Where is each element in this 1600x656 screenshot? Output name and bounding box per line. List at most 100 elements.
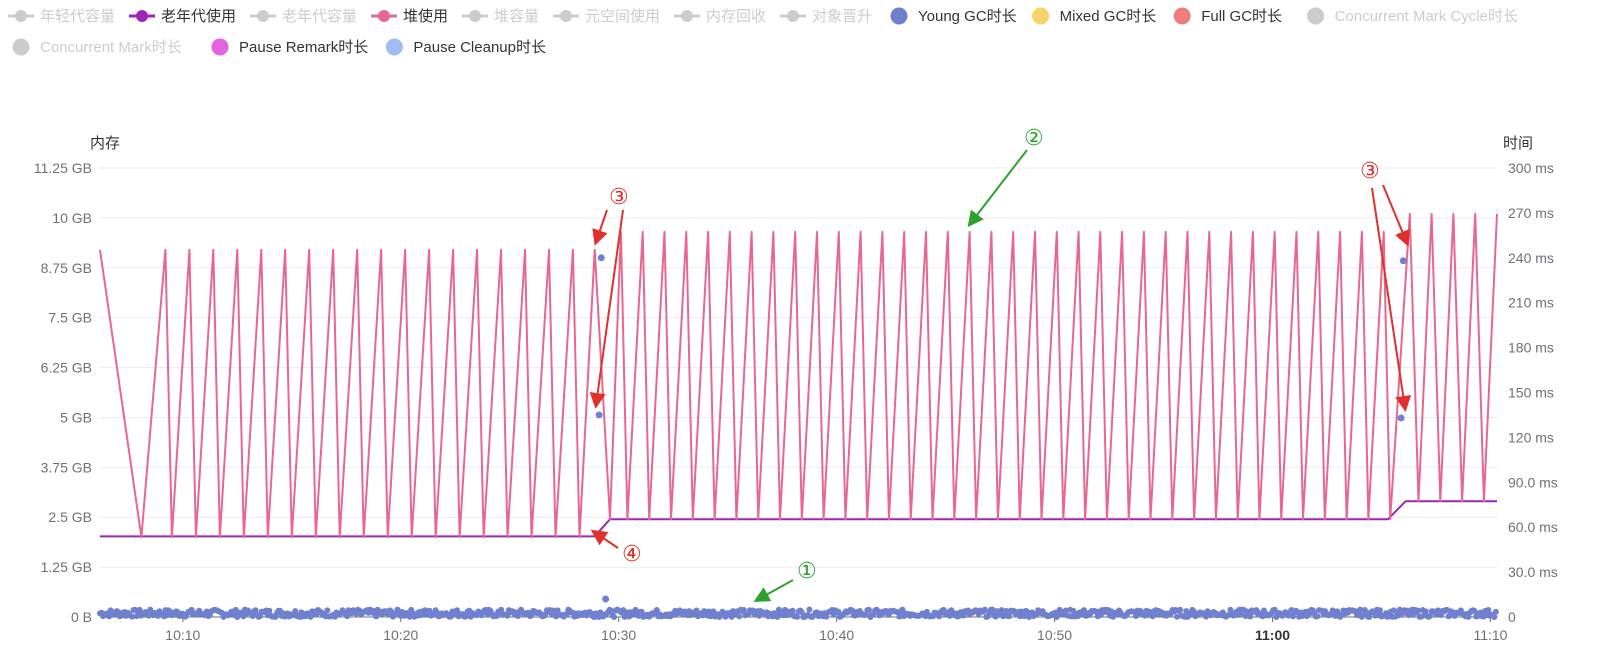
young-gc-point xyxy=(266,607,273,614)
legend-label: Mixed GC时长 xyxy=(1060,8,1157,25)
young-gc-point xyxy=(1006,613,1013,620)
young-gc-point xyxy=(862,611,869,618)
young-gc-point xyxy=(1485,606,1492,613)
legend-item[interactable]: Mixed GC时长 xyxy=(1032,7,1157,26)
x-tick-label: 10:20 xyxy=(383,627,418,643)
young-gc-point xyxy=(1491,613,1498,620)
legend-item[interactable]: Concurrent Mark Cycle时长 xyxy=(1307,7,1518,26)
legend-marker-icon xyxy=(681,10,693,22)
young-gc-point xyxy=(1062,607,1069,614)
y-right-tick-label: 150 ms xyxy=(1508,385,1554,401)
legend-label: Pause Remark时长 xyxy=(239,39,368,56)
y-right-tick-label: 30.0 ms xyxy=(1508,564,1558,580)
y-left-tick-label: 5 GB xyxy=(60,409,92,425)
young-gc-point xyxy=(1081,607,1088,614)
x-tick-label: 10:40 xyxy=(819,627,854,643)
x-tick-label: 11:10 xyxy=(1473,627,1507,643)
y-left-tick-label: 0 B xyxy=(71,609,92,625)
legend-item[interactable]: Concurrent Mark时长 xyxy=(12,38,182,57)
legend-label: 元空间使用 xyxy=(585,8,660,25)
legend-item[interactable]: 内存回收 xyxy=(674,8,766,25)
legend-dot-icon xyxy=(1307,7,1325,25)
annotation-3b: ③ xyxy=(1360,158,1380,183)
young-gc-point xyxy=(608,607,615,614)
y-right-axis-title: 时间 xyxy=(1503,135,1533,152)
legend-item[interactable]: 对象晋升 xyxy=(780,8,872,25)
y-right-tick-label: 0 xyxy=(1508,609,1516,625)
legend-label: 老年代使用 xyxy=(161,8,236,25)
legend-item[interactable]: 老年代容量 xyxy=(250,8,357,25)
young-gc-point xyxy=(1247,613,1254,620)
annotation-arrow xyxy=(590,529,619,549)
annotation-arrow xyxy=(1382,184,1410,247)
y-left-tick-label: 1.25 GB xyxy=(41,559,92,575)
y-right-tick-label: 240 ms xyxy=(1508,250,1554,266)
legend-item[interactable]: 堆容量 xyxy=(462,8,539,25)
x-tick-label: 10:30 xyxy=(601,627,636,643)
legend-label: Concurrent Mark Cycle时长 xyxy=(1335,8,1518,25)
young-gc-point xyxy=(611,613,618,620)
y-right-tick-label: 60.0 ms xyxy=(1508,519,1558,535)
legend-item[interactable]: Pause Cleanup时长 xyxy=(385,38,546,57)
young-gc-point xyxy=(1376,607,1383,614)
young-gc-baseline-points xyxy=(97,606,1499,620)
young-gc-point xyxy=(1174,613,1181,620)
legend-marker-icon xyxy=(378,10,390,22)
young-gc-outlier-point xyxy=(597,254,605,262)
young-gc-point xyxy=(324,607,331,614)
y-right-tick-label: 180 ms xyxy=(1508,340,1554,356)
legend: 年轻代容量 老年代使用 老年代容量 堆使用 堆容量 元空间使用 内存回收 对象晋升 Young … xyxy=(8,7,1518,57)
legend-label: 老年代容量 xyxy=(282,8,357,25)
legend-item[interactable]: 老年代使用 xyxy=(129,8,236,25)
young-gc-point xyxy=(498,606,505,613)
young-gc-point xyxy=(1492,608,1499,615)
legend-item[interactable]: 堆使用 xyxy=(371,8,448,25)
legend-item[interactable]: 年轻代容量 xyxy=(8,8,115,25)
y-left-tick-label: 6.25 GB xyxy=(41,360,92,376)
young-gc-point xyxy=(620,607,627,614)
y-right-tick-label: 300 ms xyxy=(1508,160,1554,176)
young-gc-outlier-point xyxy=(602,595,610,603)
young-gc-point xyxy=(998,607,1005,614)
y-left-tick-label: 2.5 GB xyxy=(48,509,92,525)
axes: 内存 时间 0 B 1.25 GB 2.5 GB 3.75 GB 5 GB 6.25 GB… xyxy=(34,135,1558,643)
young-gc-point xyxy=(1445,613,1452,620)
young-gc-point xyxy=(849,607,856,614)
y-right-tick-label: 90.0 ms xyxy=(1508,474,1558,490)
young-gc-point xyxy=(896,613,903,620)
y-left-tick-label: 10 GB xyxy=(52,210,92,226)
legend-label: 堆容量 xyxy=(494,8,539,25)
legend-label: Concurrent Mark时长 xyxy=(40,39,182,56)
legend-label: Full GC时长 xyxy=(1201,8,1282,25)
legend-label: 内存回收 xyxy=(706,8,766,25)
young-gc-point xyxy=(740,607,747,614)
legend-item[interactable]: Full GC时长 xyxy=(1173,7,1282,26)
annotation-arrow xyxy=(1371,187,1412,412)
young-gc-point xyxy=(1177,606,1184,613)
annotation-3a: ③ xyxy=(609,184,629,209)
young-gc-point xyxy=(1003,608,1010,615)
legend-marker-icon xyxy=(257,10,269,22)
young-gc-point xyxy=(989,606,996,613)
legend-item[interactable]: Young GC时长 xyxy=(890,7,1017,26)
x-tick-label: 10:10 xyxy=(165,627,200,643)
legend-item[interactable]: Pause Remark时长 xyxy=(211,38,369,57)
old-gen-used-line xyxy=(100,500,1497,538)
legend-dot-icon xyxy=(890,7,908,25)
young-gc-outlier-point xyxy=(595,411,603,419)
young-gc-point xyxy=(252,607,259,614)
young-gc-point xyxy=(1271,606,1278,613)
young-gc-point xyxy=(835,608,842,615)
legend-marker-icon xyxy=(136,10,148,22)
annotations: ① ② ③ ③ ④ xyxy=(589,125,1412,602)
y-right-tick-label: 120 ms xyxy=(1508,429,1554,445)
annotation-arrow xyxy=(589,209,624,409)
legend-item[interactable]: 元空间使用 xyxy=(553,8,660,25)
legend-marker-icon xyxy=(15,10,27,22)
young-gc-point xyxy=(292,608,299,615)
heap-used-line xyxy=(99,212,1498,539)
young-gc-point xyxy=(653,606,660,613)
legend-marker-icon xyxy=(560,10,572,22)
young-gc-point xyxy=(806,606,813,613)
legend-dot-icon xyxy=(385,38,403,56)
